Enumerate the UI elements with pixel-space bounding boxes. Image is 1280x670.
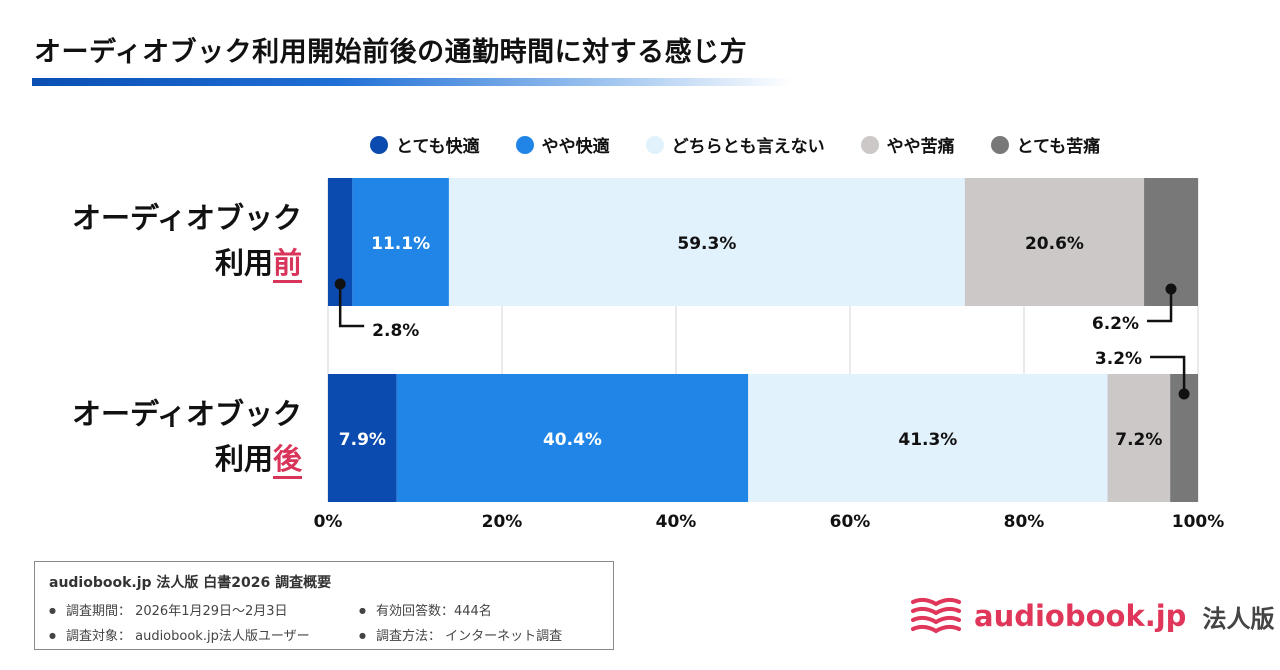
legend-item-somewhat-comfortable: やや快適: [515, 132, 610, 157]
legend-swatch: [860, 135, 879, 154]
survey-title: audiobook.jp 法人版 白書2026 調査概要: [49, 575, 332, 591]
bar-segment: [328, 374, 397, 502]
survey-summary-box: audiobook.jp 法人版 白書2026 調査概要 調査期間： 2026年…: [34, 561, 614, 650]
legend-swatch: [645, 135, 664, 154]
data-label: 2.8%: [372, 321, 419, 341]
bar-segment: [448, 178, 965, 306]
brand-name: audiobook.jp: [974, 599, 1187, 633]
survey-item-period: 調査期間： 2026年1月29日〜2月3日: [49, 600, 359, 619]
row-label-line2: 利用後: [72, 437, 302, 482]
data-label: 40.4%: [543, 430, 602, 450]
row-label-line2: 利用前: [72, 241, 302, 286]
data-label: 41.3%: [898, 430, 957, 450]
bar-segment: [1107, 374, 1171, 502]
callout-dot: [1165, 283, 1177, 295]
row-label-line1: オーディオブック: [72, 397, 302, 431]
x-tick-label: 100%: [1172, 512, 1225, 532]
survey-items: 調査期間： 2026年1月29日〜2月3日 有効回答数：444名 調査対象： a…: [49, 600, 599, 644]
x-tick-label: 80%: [1004, 512, 1045, 532]
survey-item-method: 調査方法： インターネット調査: [359, 625, 609, 644]
legend-swatch: [370, 135, 388, 154]
x-tick-label: 40%: [656, 512, 697, 532]
chart-title: オーディオブック利用開始前後の通勤時間に対する感じ方: [34, 37, 748, 68]
callout-leader: [338, 284, 365, 328]
data-label: 3.2%: [1095, 349, 1142, 369]
x-tick-label: 20%: [482, 512, 523, 532]
data-label: 7.2%: [1115, 430, 1162, 450]
legend-label: やや快適: [541, 137, 610, 157]
row-label-highlight: 後: [272, 442, 302, 479]
data-label: 6.2%: [1092, 314, 1139, 334]
bar-segment: [396, 374, 749, 502]
bar-segment: [964, 178, 1145, 306]
row-label-after: オーディオブック 利用後: [72, 392, 302, 482]
legend-item-neutral: どちらとも言えない: [645, 132, 825, 157]
data-label: 20.6%: [1025, 234, 1084, 254]
brand-subtitle: 法人版: [1202, 604, 1275, 633]
brand-logo: audiobook.jp 法人版: [910, 596, 1274, 636]
callout-dot: [334, 278, 346, 290]
row-label-line1: オーディオブック: [72, 201, 302, 235]
open-book-icon: [911, 597, 961, 634]
row-label-prefix: 利用: [214, 246, 273, 280]
legend-item-very-comfortable: とても快適: [370, 132, 480, 157]
data-label: 59.3%: [677, 234, 736, 254]
bar-segment: [748, 374, 1108, 502]
callout-dot: [1178, 388, 1190, 400]
row-label-highlight: 前: [272, 246, 302, 283]
callout-leader: [1147, 289, 1173, 323]
callout-leader: [1150, 355, 1186, 394]
bar-segment: [352, 178, 449, 306]
data-label: 7.9%: [339, 430, 386, 450]
legend-swatch: [990, 135, 1009, 154]
survey-item-responses: 有効回答数：444名: [359, 600, 609, 619]
x-tick-label: 0%: [314, 512, 343, 532]
legend-swatch: [515, 135, 534, 154]
title-underline: [32, 78, 792, 86]
legend-label: やや苦痛: [886, 137, 955, 157]
legend-item-very-painful: とても苦痛: [990, 132, 1101, 157]
legend-item-somewhat-painful: やや苦痛: [860, 132, 955, 157]
data-label: 11.1%: [371, 234, 430, 254]
legend-label: とても苦痛: [1016, 137, 1101, 157]
legend-label: どちらとも言えない: [671, 137, 825, 157]
row-label-prefix: 利用: [214, 442, 273, 476]
x-tick-label: 60%: [830, 512, 871, 532]
legend: とても快適 やや快適 どちらとも言えない やや苦痛 とても苦痛: [370, 132, 1100, 157]
legend-label: とても快適: [396, 137, 480, 157]
survey-item-target: 調査対象： audiobook.jp法人版ユーザー: [49, 625, 359, 644]
row-label-before: オーディオブック 利用前: [72, 196, 302, 286]
